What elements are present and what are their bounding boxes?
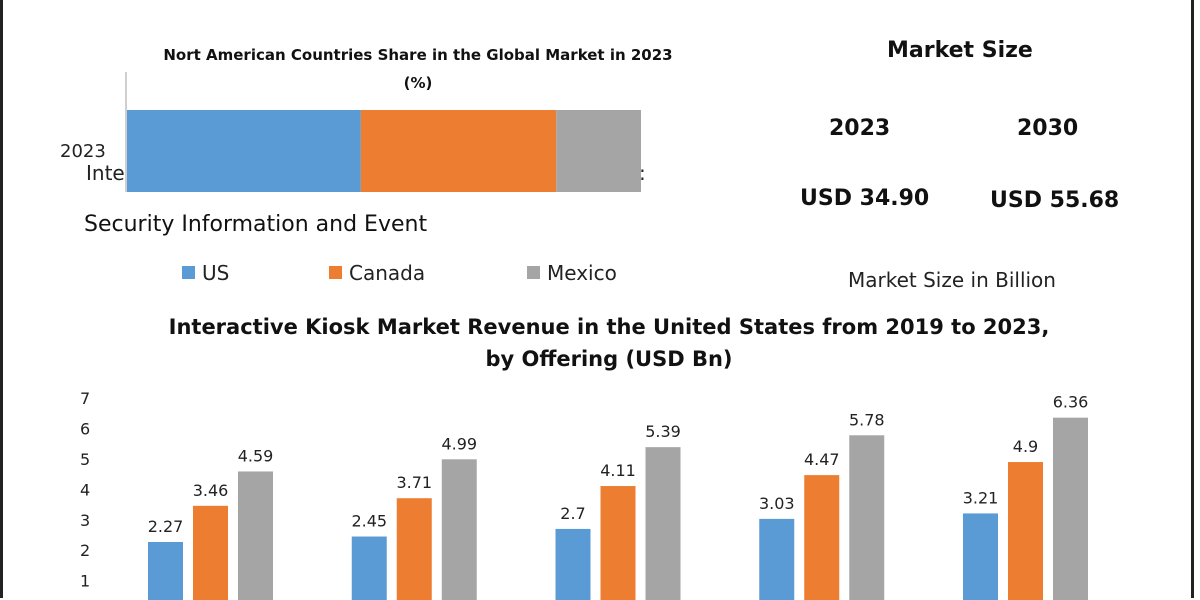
data-label: 3.21	[963, 488, 999, 507]
bar-canada-2022	[804, 475, 840, 600]
y-tick-label: 5	[80, 450, 90, 469]
data-label: 5.78	[849, 410, 885, 429]
data-label: 2.45	[351, 512, 387, 531]
share-bar-canada	[360, 110, 557, 192]
data-label: 3.46	[193, 481, 229, 500]
data-label: 2.7	[560, 504, 585, 523]
bar-mexico-2020	[441, 459, 477, 600]
bar-canada-2021	[600, 486, 636, 600]
share-chart-title: Nort American Countries Share in the Glo…	[163, 46, 672, 92]
y-tick-label: 4	[80, 480, 90, 499]
background-text-fragment-left: Inte	[86, 161, 125, 185]
bar-canada-2020	[396, 498, 432, 600]
bar-us-2023	[963, 513, 998, 600]
bar-mexico-2023	[1053, 417, 1088, 600]
share-bar-mexico	[556, 110, 641, 192]
bar-us-2020	[351, 536, 387, 600]
bar-us-2019	[148, 541, 183, 600]
data-label: 6.36	[1053, 393, 1089, 412]
share-bar-us	[127, 110, 361, 192]
revenue-chart-title-line: by Offering (USD Bn)	[485, 347, 732, 371]
bar-canada-2019	[193, 505, 228, 600]
data-label: 4.99	[441, 434, 477, 453]
market-value-2030: USD 55.68	[990, 188, 1120, 213]
bar-mexico-2021	[645, 447, 681, 600]
bar-mexico-2019	[238, 471, 273, 600]
market-size-title: Market Size	[887, 38, 1033, 63]
data-label: 3.03	[759, 494, 795, 513]
legend-swatch-us	[182, 266, 195, 279]
bar-us-2021	[555, 528, 591, 600]
y-tick-label: 1	[80, 572, 90, 591]
background-text-fragment-right: :	[639, 161, 646, 185]
bar-mexico-2022	[849, 435, 885, 600]
legend-label-mexico: Mexico	[547, 261, 617, 285]
legend-swatch-canada	[329, 266, 342, 279]
data-label: 3.71	[396, 473, 432, 492]
data-label: 5.39	[645, 422, 681, 441]
data-label: 4.11	[600, 461, 636, 480]
bar-us-2022	[759, 518, 795, 600]
share-chart-category-label: 2023	[60, 141, 106, 162]
legend-swatch-mexico	[527, 266, 540, 279]
share-chart-title-line: Nort American Countries Share in the Glo…	[163, 46, 672, 64]
background-caption: Security Information and Event	[84, 212, 428, 237]
data-label: 2.27	[148, 517, 184, 536]
bar-canada-2023	[1008, 462, 1043, 600]
share-chart: Nort American Countries Share in the Glo…	[125, 46, 673, 285]
y-tick-label: 2	[80, 541, 90, 560]
market-value-2023: USD 34.90	[800, 186, 930, 211]
y-tick-label: 3	[80, 511, 90, 530]
y-tick-label: 6	[80, 420, 90, 439]
share-chart-title-line: (%)	[404, 74, 433, 92]
legend-label-us: US	[202, 261, 229, 285]
data-label: 4.59	[238, 446, 274, 465]
legend-label-canada: Canada	[349, 261, 425, 285]
y-tick-label: 7	[80, 389, 90, 408]
market-year-2023: 2023	[829, 116, 891, 141]
market-size-note: Market Size in Billion	[848, 268, 1056, 292]
data-label: 4.47	[804, 450, 840, 469]
revenue-chart-title-line: Interactive Kiosk Market Revenue in the …	[169, 315, 1050, 339]
data-label: 4.9	[1013, 437, 1038, 456]
market-year-2030: 2030	[1017, 116, 1079, 141]
